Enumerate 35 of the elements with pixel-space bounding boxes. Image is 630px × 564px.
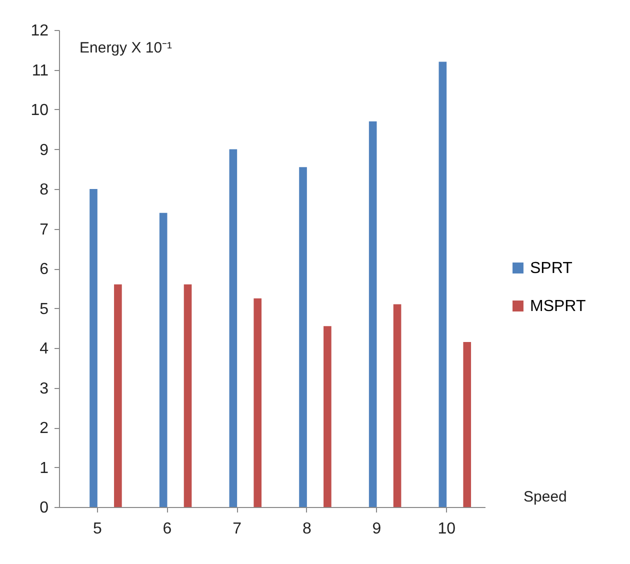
x-axis-title: Speed bbox=[524, 488, 567, 506]
y-tick-label: 5 bbox=[40, 300, 49, 318]
x-tick-label: 10 bbox=[438, 520, 456, 538]
y-tick-label: 12 bbox=[30, 22, 49, 40]
y-tick-label: 0 bbox=[40, 500, 49, 516]
y-tick-label: 4 bbox=[40, 340, 49, 358]
bar bbox=[184, 284, 192, 507]
bar bbox=[463, 342, 472, 507]
y-tick-label: 3 bbox=[40, 380, 49, 398]
legend-label: MSPRT bbox=[530, 298, 586, 315]
y-axis-title: Energy X 10⁻¹ bbox=[80, 40, 172, 56]
bar bbox=[159, 212, 168, 507]
legend-label: SPRT bbox=[530, 260, 573, 277]
bar bbox=[114, 284, 122, 507]
bar bbox=[254, 298, 262, 507]
bar bbox=[90, 189, 98, 507]
bar bbox=[229, 149, 238, 507]
y-tick-label: 7 bbox=[40, 221, 49, 238]
y-tick-label: 1 bbox=[40, 460, 49, 477]
x-tick-label: 6 bbox=[162, 520, 172, 538]
y-tick-label: 11 bbox=[32, 62, 49, 80]
x-tick-label: 5 bbox=[92, 520, 102, 538]
y-tick-label: 9 bbox=[40, 142, 49, 159]
bar bbox=[393, 304, 402, 507]
y-tick-label: 2 bbox=[40, 420, 49, 437]
bar bbox=[324, 326, 332, 507]
bar bbox=[299, 167, 307, 507]
y-tick-label: 8 bbox=[40, 182, 49, 198]
x-tick-label: 7 bbox=[232, 520, 242, 538]
y-tick-label: 10 bbox=[30, 102, 49, 119]
x-tick-label: 8 bbox=[302, 520, 312, 538]
y-tick-label: 6 bbox=[40, 261, 49, 278]
bar bbox=[438, 62, 447, 507]
bar bbox=[368, 121, 377, 507]
x-tick-label: 9 bbox=[372, 520, 382, 538]
